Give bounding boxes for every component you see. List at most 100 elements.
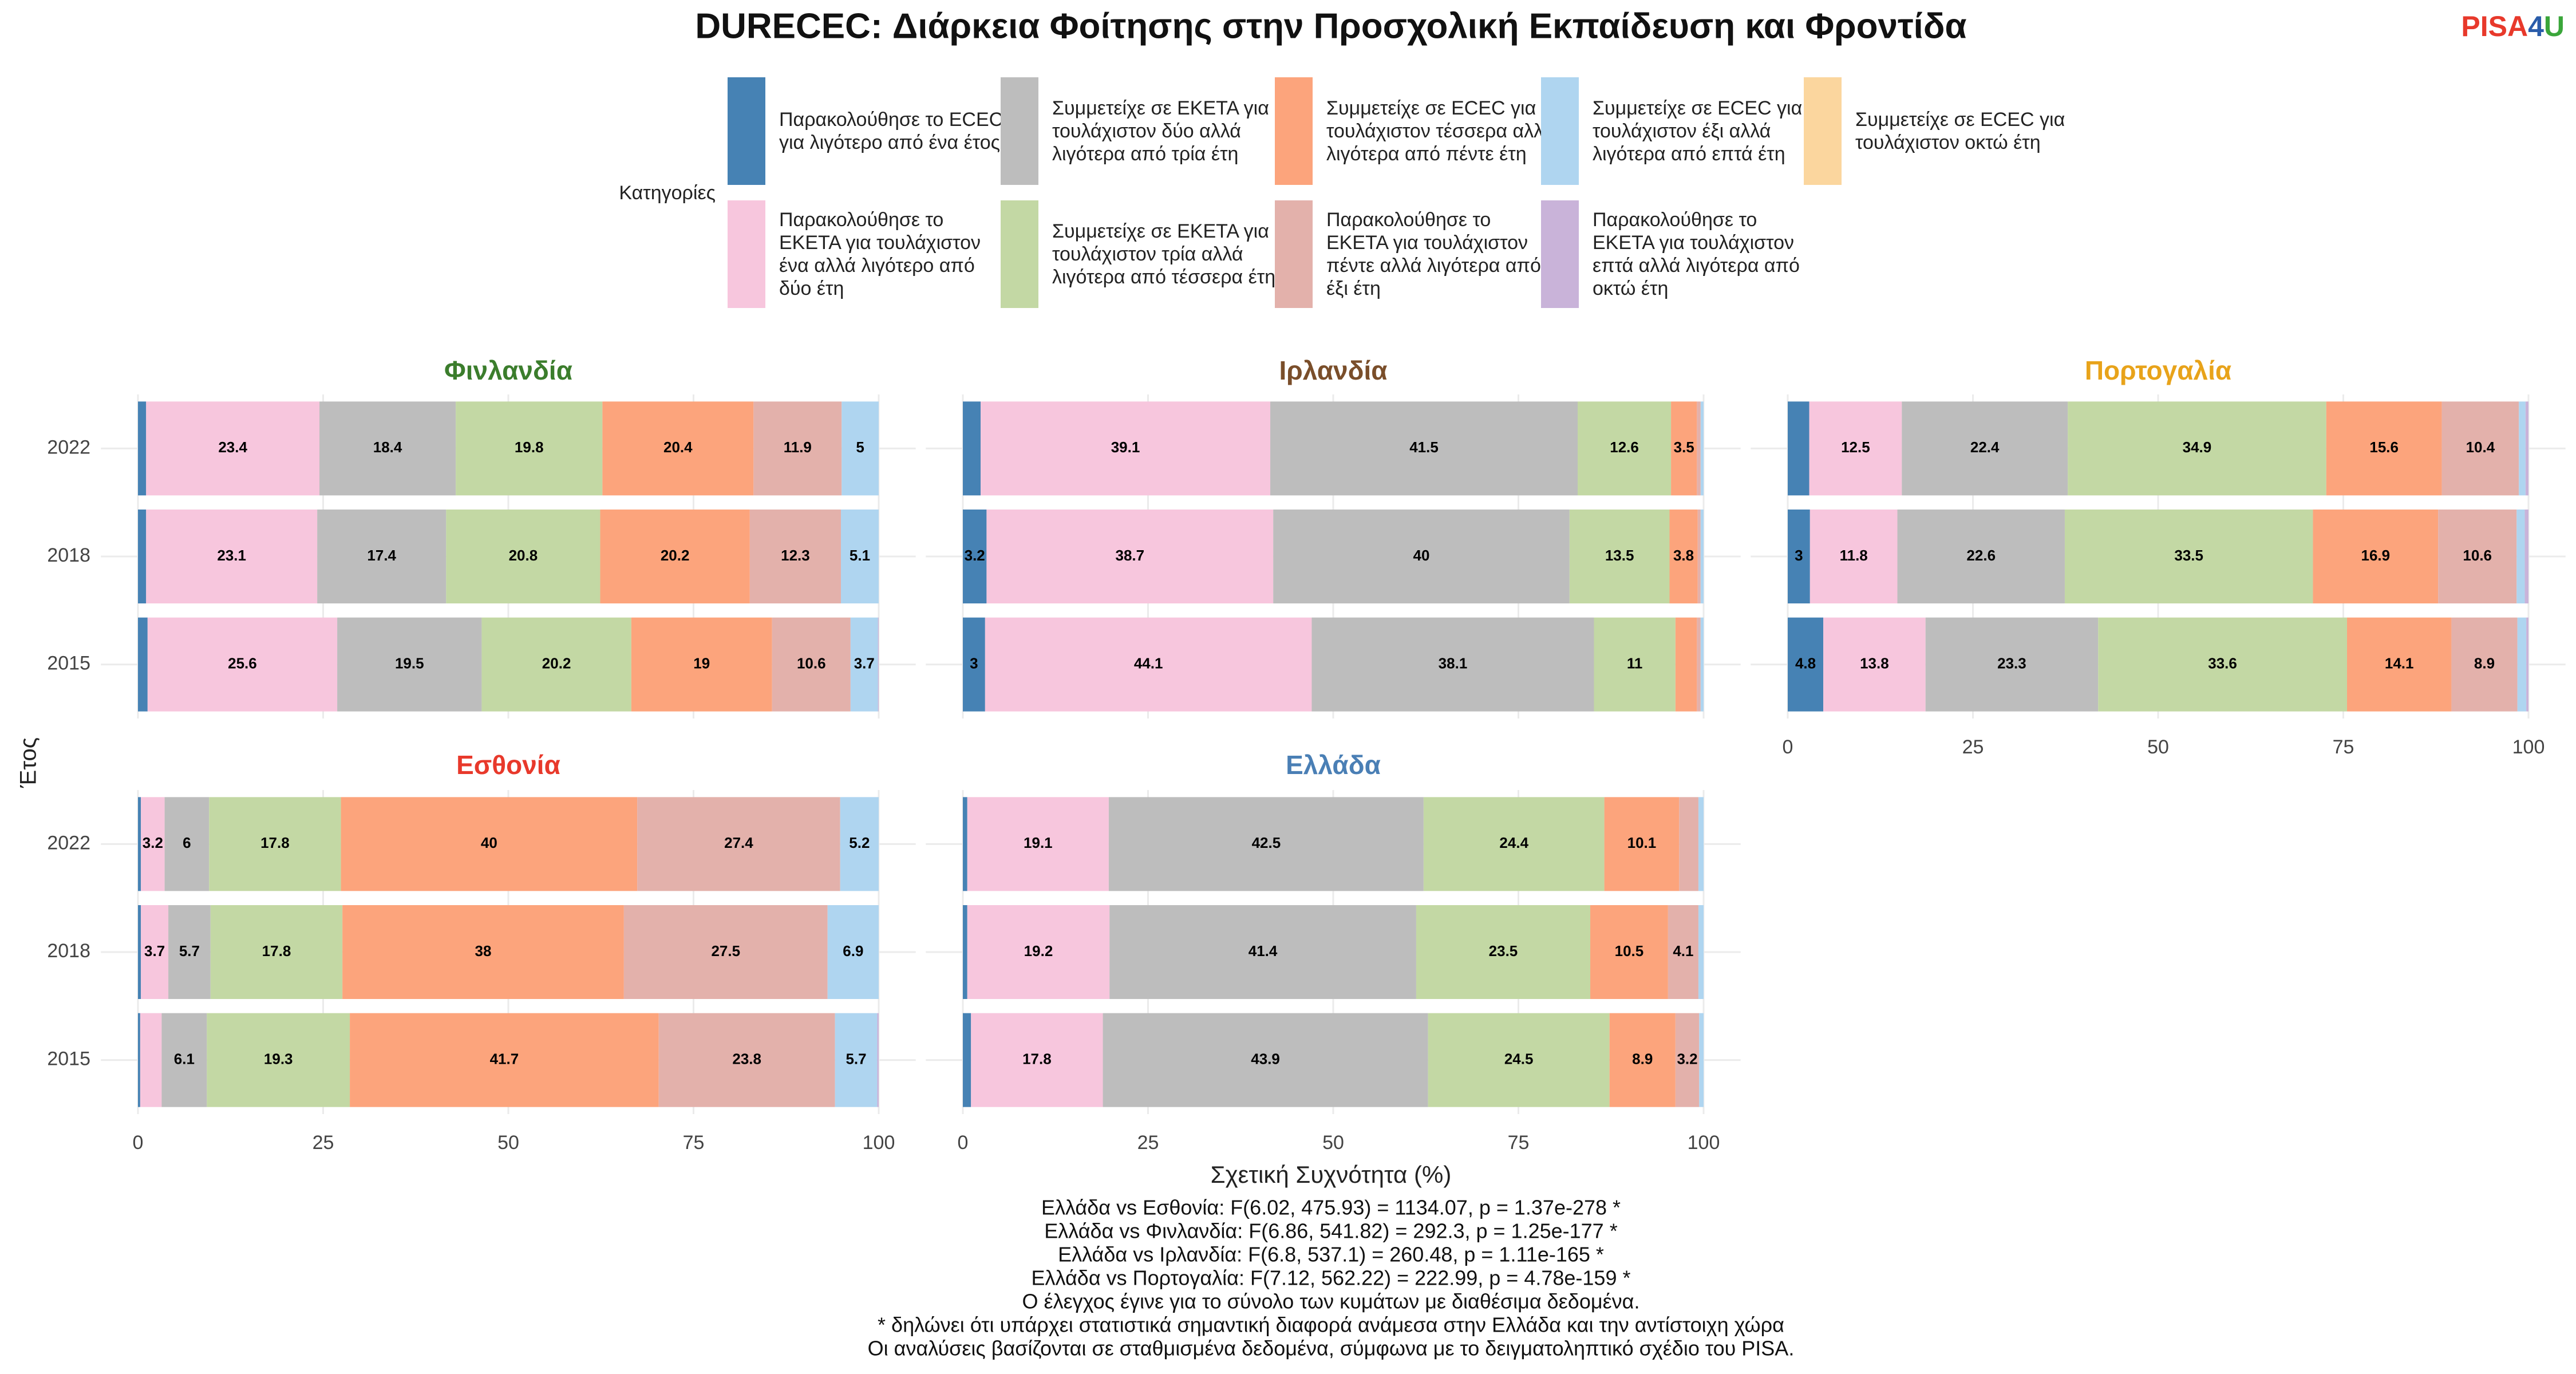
- bar-segment: [1423, 797, 1605, 891]
- bar-segment: [963, 905, 967, 999]
- data-label: 5.2: [849, 834, 870, 851]
- legend-label: Συμμετείχε σε ΕΚΕΤΑ για τουλάχιστον τρία…: [1052, 220, 1276, 288]
- bar-segment: [2519, 401, 2526, 496]
- bar-segment: [1416, 905, 1591, 999]
- bar-segment: [963, 401, 981, 496]
- note: Ελλάδα vs Ιρλανδία: F(6.8, 537.1) = 260.…: [1058, 1243, 1604, 1266]
- bar-segment: [985, 617, 1312, 712]
- data-label: 10.6: [797, 655, 826, 672]
- legend-item: Συμμετείχε σε ECEC για τουλάχιστον έξι α…: [1541, 77, 1822, 185]
- data-label: 12.3: [781, 547, 810, 564]
- legend-item: Παρακολούθησε το ΕΚΕΤΑ για τουλάχιστον π…: [1275, 200, 1555, 308]
- note: Ελλάδα vs Εσθονία: F(6.02, 475.93) = 113…: [1041, 1196, 1621, 1219]
- bar-segment: [350, 1013, 659, 1107]
- data-label: 6: [183, 834, 191, 851]
- x-tick-label: 25: [1962, 736, 1984, 758]
- data-label: 40: [1413, 547, 1430, 564]
- legend-item: Παρακολούθησε το ΕΚΕΤΑ για τουλάχιστον ε…: [1541, 200, 1822, 308]
- x-tick-label: 100: [863, 1132, 895, 1154]
- x-tick-label: 100: [1688, 1132, 1720, 1154]
- data-label: 3.2: [1677, 1051, 1697, 1068]
- bar-segment: [1594, 617, 1676, 712]
- data-label: 19.3: [264, 1051, 293, 1068]
- bar-segment: [446, 510, 600, 603]
- data-label: 18.4: [373, 439, 402, 456]
- data-label: 19.1: [1024, 834, 1053, 851]
- bar-segment: [1823, 617, 1926, 712]
- facet-title: Ελλάδα: [1286, 750, 1381, 780]
- bar-segment: [168, 905, 211, 999]
- bar-segment: [2438, 510, 2517, 603]
- bar-segment: [850, 617, 878, 712]
- bar-segment: [1700, 510, 1704, 603]
- data-label: 39.1: [1111, 439, 1140, 456]
- legend-item: Συμμετείχε σε ECEC για τουλάχιστον τέσσε…: [1275, 77, 1555, 185]
- data-label: 3: [1795, 547, 1803, 564]
- bar-segment: [841, 510, 879, 603]
- bar-segment: [1697, 617, 1701, 712]
- data-label: 17.8: [262, 942, 291, 960]
- bar-segment: [1675, 1013, 1700, 1107]
- bar-segment: [967, 797, 1109, 891]
- bar-segment: [1699, 1013, 1704, 1107]
- data-label: 11.8: [1840, 547, 1868, 564]
- bar-segment: [835, 1013, 878, 1107]
- bar-segment: [840, 797, 879, 891]
- bar-segment: [1273, 510, 1570, 603]
- bar-segment: [342, 905, 624, 999]
- data-label: 17.8: [1022, 1051, 1052, 1068]
- legend-key: [1001, 200, 1038, 308]
- bar-segment: [1109, 905, 1416, 999]
- note: Ελλάδα vs Πορτογαλία: F(7.12, 562.22) = …: [1032, 1266, 1631, 1290]
- x-tick-label: 100: [2512, 736, 2545, 758]
- data-label: 41.5: [1409, 439, 1439, 456]
- data-label: 24.4: [1499, 834, 1528, 851]
- data-label: 11: [1627, 655, 1643, 672]
- bar-segment: [2441, 401, 2519, 496]
- bar-segment: [1604, 797, 1680, 891]
- legend-key: [1804, 77, 1842, 185]
- data-label: 23.1: [217, 547, 246, 564]
- x-tick-label: 50: [2147, 736, 2169, 758]
- bar-segment: [753, 401, 842, 496]
- data-label: 8.9: [1632, 1051, 1653, 1068]
- bar-segment: [1669, 510, 1698, 603]
- bar-segment: [963, 617, 985, 712]
- note: Οι αναλύσεις βασίζονται σε σταθμισμένα δ…: [868, 1337, 1795, 1360]
- bar-segment: [1270, 401, 1578, 496]
- bar-segment: [481, 617, 631, 712]
- data-label: 20.2: [542, 655, 571, 672]
- x-tick-label: 25: [313, 1132, 334, 1154]
- bar-segment: [1428, 1013, 1610, 1107]
- data-label: 10.6: [2463, 547, 2492, 564]
- data-label: 13.5: [1605, 547, 1634, 564]
- bar-segment: [2068, 401, 2326, 496]
- bar-segment: [141, 797, 165, 891]
- legend-item: Συμμετείχε σε ΕΚΕΤΑ για τουλάχιστον δύο …: [1001, 77, 1281, 185]
- bar-segment: [2064, 510, 2313, 603]
- bar-segment: [1809, 510, 1898, 603]
- bar-segment: [210, 905, 343, 999]
- bar-segment: [963, 510, 987, 603]
- chart-title: DURECEC: Διάρκεια Φοίτησης στην Προσχολι…: [695, 6, 1966, 46]
- legend-key: [1275, 77, 1313, 185]
- bar-segment: [1697, 510, 1701, 603]
- data-label: 8.9: [2474, 655, 2495, 672]
- data-label: 17.8: [260, 834, 290, 851]
- data-label: 41.4: [1249, 942, 1278, 960]
- data-label: 17.4: [367, 547, 396, 564]
- data-label: 27.4: [724, 834, 753, 851]
- legend-item: Παρακολούθησε το ΕΚΕΤΑ για τουλάχιστον έ…: [728, 200, 1008, 308]
- y-tick-label: 2015: [47, 1048, 90, 1070]
- data-label: 44.1: [1134, 655, 1163, 672]
- data-label: 41.7: [490, 1051, 519, 1068]
- data-label: 12.6: [1610, 439, 1639, 456]
- data-label: 10.5: [1615, 942, 1644, 960]
- bar-segment: [878, 617, 879, 712]
- facet-title: Πορτογαλία: [2085, 356, 2231, 385]
- bar-segment: [1569, 510, 1670, 603]
- bar-segment: [2525, 401, 2528, 496]
- y-axis-label: Έτος: [16, 737, 41, 788]
- data-label: 3.2: [143, 834, 163, 851]
- legend-key: [1275, 200, 1313, 308]
